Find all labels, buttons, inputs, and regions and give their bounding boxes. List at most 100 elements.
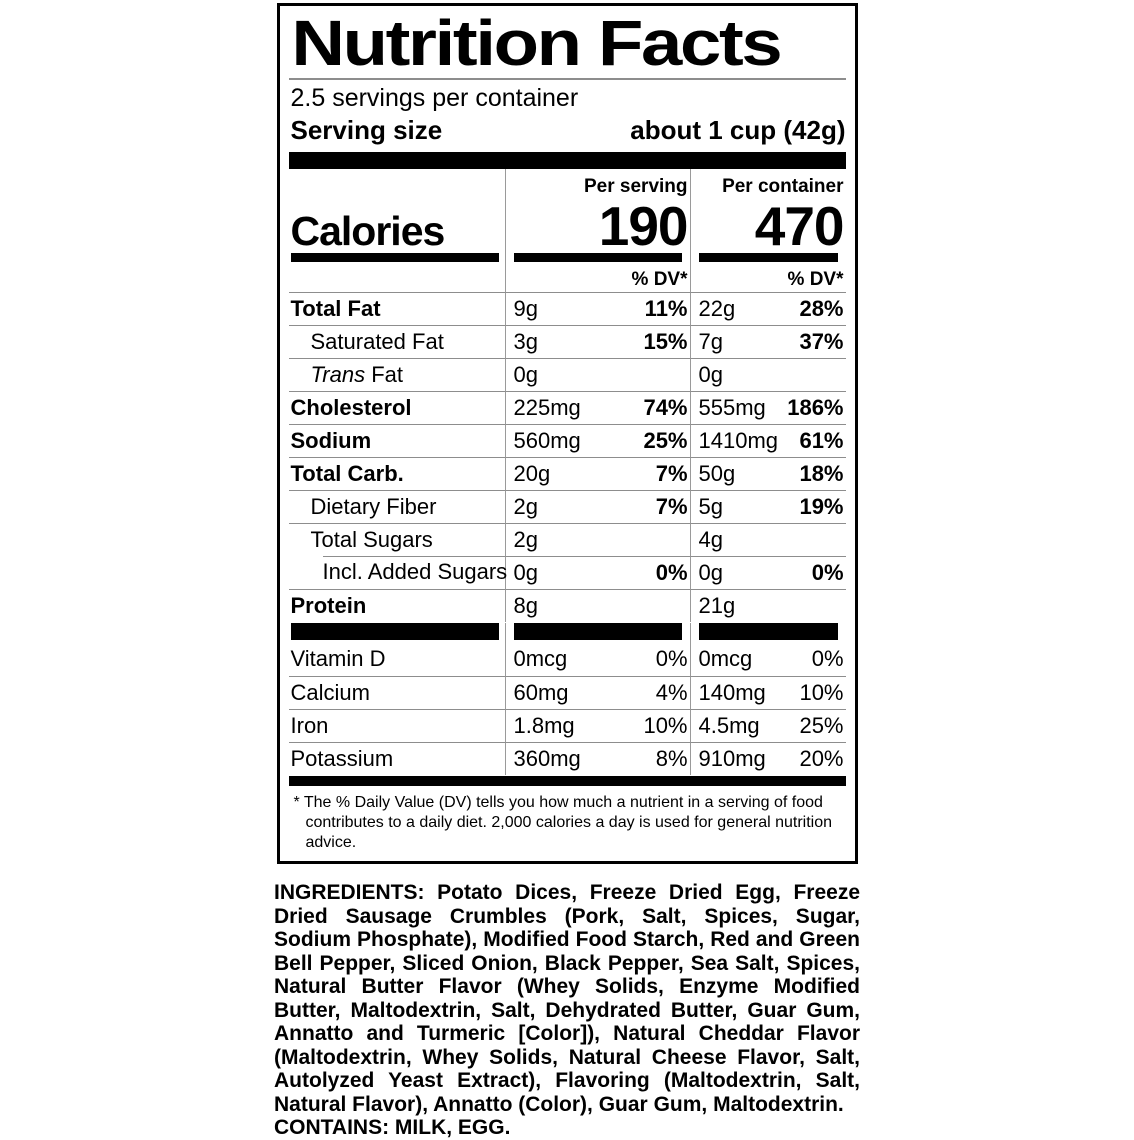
amount: 0g [513, 560, 538, 585]
nutrient-name: Iron [288, 709, 505, 742]
per-container-values: 5g 19% [689, 490, 846, 523]
calories-underline-cell [504, 253, 690, 263]
amount: 225mg [513, 395, 581, 420]
per-serving-values: 60mg 4% [504, 676, 690, 709]
amount: 560mg [513, 428, 581, 453]
calories-underline-row [289, 253, 846, 263]
vitamin-table: Vitamin D 0mcg 0% 0mcg 0% Calcium 60mg 4% 140mg 1… [288, 643, 846, 775]
nutrient-name: Total Fat [288, 292, 505, 325]
calories-row: Calories 190 470 [289, 199, 846, 254]
table-row: Potassium 360mg 8% 910mg 20% [288, 742, 846, 775]
amount: 8g [513, 593, 538, 618]
divider-cell [504, 623, 690, 643]
underline-bar [698, 253, 838, 262]
per-container-values: 555mg 186% [689, 391, 846, 424]
daily-value: 25% [799, 713, 844, 738]
per-serving-header: Per serving [504, 169, 690, 199]
section-divider-row [289, 622, 846, 643]
amount: 60mg [513, 680, 569, 705]
dv-header-per-container: % DV* [689, 263, 846, 292]
nutrient-name: Cholesterol [288, 391, 505, 424]
per-container-values: 0g [689, 358, 846, 391]
per-serving-values: 560mg 25% [504, 424, 690, 457]
nutrient-name: Vitamin D [290, 646, 386, 671]
amount: 2g [513, 527, 538, 552]
per-container-values: 4.5mg 25% [689, 709, 846, 742]
table-row: Protein 8g 21g [288, 589, 846, 622]
serving-size-label: Serving size [290, 115, 443, 145]
nutrient-table: Total Fat 9g 11% 22g 28% Saturated Fat 3g 15% 7g… [288, 292, 846, 622]
amount: 360mg [513, 746, 581, 771]
per-container-values: 7g 37% [689, 325, 846, 358]
underline-bar [513, 253, 682, 262]
daily-value: 11% [644, 296, 688, 321]
daily-value: 0% [655, 560, 688, 585]
dv-header-per-serving: % DV* [504, 263, 690, 292]
daily-value: 0% [655, 646, 688, 671]
amount: 555mg [698, 395, 766, 420]
per-serving-values: 0g [504, 358, 690, 391]
amount: 1410mg [698, 428, 779, 453]
daily-value: 20% [799, 746, 844, 771]
per-container-values: 140mg 10% [689, 676, 846, 709]
servings-per-container: 2.5 servings per container [290, 84, 579, 112]
nutrient-name: Incl. Added Sugars [289, 556, 507, 589]
amount: 0g [698, 560, 723, 585]
daily-value: 19% [799, 494, 844, 519]
amount: 20g [513, 461, 551, 486]
per-serving-values: 225mg 74% [504, 391, 690, 424]
table-row: Total Sugars 2g 4g [288, 523, 846, 556]
divider-bar [513, 623, 682, 640]
page: Nutrition Facts 2.5 servings per contain… [0, 3, 1134, 1139]
column-header-row: Per serving Per container [289, 169, 846, 199]
table-row: Total Fat 9g 11% 22g 28% [288, 292, 846, 325]
calories-underline-cell [289, 253, 505, 263]
table-row: Trans Fat 0g 0g [288, 358, 846, 391]
table-row: Sodium 560mg 25% 1410mg 61% [288, 424, 846, 457]
amount: 0g [698, 362, 723, 387]
dv-header-row: % DV* % DV* [289, 263, 846, 292]
amount: 0g [513, 362, 538, 387]
daily-value: 18% [799, 461, 844, 486]
table-row: Iron 1.8mg 10% 4.5mg 25% [288, 709, 846, 742]
daily-value: 0% [811, 646, 844, 671]
per-serving-values: 2g 7% [504, 490, 690, 523]
per-serving-values: 0g 0% [504, 556, 690, 589]
per-serving-values: 9g 11% [504, 292, 690, 325]
nutrient-name: Sodium [288, 424, 505, 457]
per-container-values: 0mcg 0% [689, 643, 846, 676]
amount: 0mcg [698, 646, 753, 671]
daily-value: 28% [799, 296, 844, 321]
nutrient-name: Protein [288, 589, 505, 622]
daily-value: 4% [655, 680, 688, 705]
amount: 140mg [698, 680, 766, 705]
contains-text: CONTAINS: MILK, EGG. [274, 1116, 511, 1139]
daily-value: 7% [655, 461, 688, 486]
daily-value: 8% [655, 746, 688, 771]
per-serving-values: 2g [504, 523, 690, 556]
per-container-values: 4g [689, 523, 846, 556]
per-container-values: 50g 18% [689, 457, 846, 490]
table-row: Saturated Fat 3g 15% 7g 37% [288, 325, 846, 358]
nutrient-name: Trans Fat [288, 358, 505, 391]
daily-value: 10% [799, 680, 844, 705]
amount: 0mcg [513, 646, 568, 671]
per-container-values: 1410mg 61% [689, 424, 846, 457]
per-serving-values: 0mcg 0% [504, 643, 690, 676]
column-header-spacer [289, 169, 505, 199]
per-container-values: 910mg 20% [689, 742, 846, 775]
underline-bar [290, 253, 499, 262]
table-row: Cholesterol 225mg 74% 555mg 186% [288, 391, 846, 424]
per-container-values: 0g 0% [689, 556, 846, 589]
amount: 4g [698, 527, 723, 552]
nutrient-name: Total Carb. [288, 457, 505, 490]
per-serving-values: 20g 7% [504, 457, 690, 490]
per-serving-values: 3g 15% [504, 325, 690, 358]
divider-bar [290, 623, 499, 640]
per-container-header: Per container [689, 169, 846, 199]
table-row: Calcium 60mg 4% 140mg 10% [288, 676, 846, 709]
table-row: Total Carb. 20g 7% 50g 18% [288, 457, 846, 490]
amount: 5g [698, 494, 723, 519]
header-thick-bar [288, 152, 846, 169]
amount: 22g [698, 296, 736, 321]
